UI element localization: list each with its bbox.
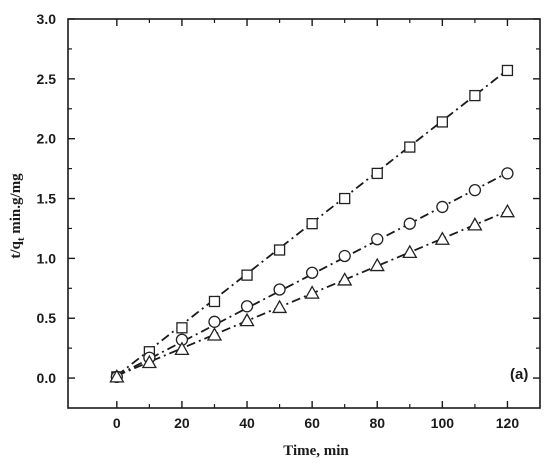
circle-marker	[371, 233, 384, 246]
square-marker	[339, 192, 351, 205]
triangle-marker	[174, 341, 190, 356]
y-tick-label: 1.0	[37, 250, 57, 266]
triangle-marker	[434, 231, 450, 245]
y-tick-label: 1.5	[37, 191, 57, 207]
circle-marker	[403, 217, 416, 230]
triangle-marker	[271, 299, 288, 314]
y-tick-label: 0.5	[37, 310, 57, 326]
circle-marker	[501, 167, 514, 180]
triangle-marker	[337, 272, 353, 286]
x-tick-label: 0	[113, 415, 121, 431]
square-marker	[436, 116, 448, 128]
y-tick-label: 0.0	[37, 370, 57, 386]
circle-marker	[436, 200, 449, 214]
circle-marker	[240, 300, 254, 313]
triangle-marker	[369, 257, 385, 272]
triangle-marker	[141, 354, 157, 369]
square-marker	[306, 218, 318, 230]
triangle-marker	[467, 217, 483, 231]
plot-border	[67, 18, 541, 409]
y-tick-label: 3.0	[37, 11, 57, 27]
y-axis-title-main: t/q	[8, 241, 24, 259]
x-tick-label: 60	[304, 415, 320, 431]
x-tick-label: 40	[239, 415, 255, 431]
square-marker	[469, 89, 481, 102]
x-tick-label: 20	[174, 415, 190, 431]
square-marker	[241, 269, 253, 281]
y-axis-title: t/qt min.g/mg	[8, 173, 27, 259]
triangle-marker	[206, 327, 223, 341]
x-tick-label: 100	[431, 415, 455, 431]
square-marker	[176, 322, 188, 334]
plot-frame	[67, 18, 541, 409]
panel-label: (a)	[510, 366, 528, 383]
square-marker	[404, 141, 416, 153]
circle-marker	[468, 184, 482, 197]
x-tick-label: 80	[369, 415, 385, 431]
triangle-marker	[239, 312, 255, 327]
square-marker	[501, 64, 514, 77]
triangle-marker	[499, 203, 516, 218]
y-axis-title-units: min.g/mg	[8, 173, 24, 238]
circle-marker	[208, 315, 221, 328]
square-marker	[208, 295, 221, 308]
triangle-marker	[109, 369, 125, 383]
tick-labels: 0 20 40 60 80 100 120 0.0 0.5 1.0 1.5 2.0 2.5 3.0	[37, 11, 520, 431]
circle-marker	[273, 283, 286, 296]
y-axis-title-subscript: t	[15, 237, 27, 241]
y-tick-label: 2.0	[37, 131, 57, 147]
x-tick-label: 120	[496, 415, 520, 431]
circle-marker	[305, 266, 319, 279]
triangle-marker	[304, 285, 320, 299]
data-markers	[109, 64, 516, 384]
circle-marker	[338, 249, 351, 263]
square-marker	[273, 244, 286, 256]
x-axis-title: Time, min	[283, 443, 349, 459]
square-marker	[371, 167, 383, 180]
triangle-marker	[402, 244, 418, 259]
axis-ticks	[68, 18, 540, 408]
y-tick-label: 2.5	[37, 71, 57, 87]
